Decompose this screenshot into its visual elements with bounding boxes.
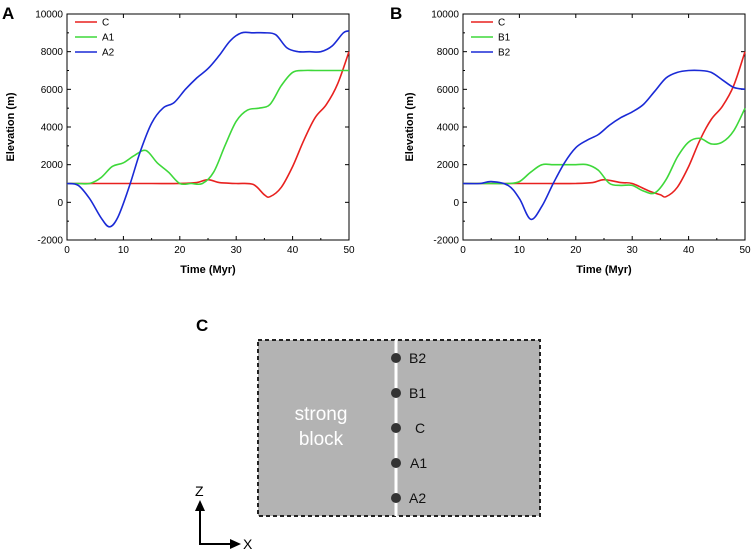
y-tick-label: 4000 [41,123,64,134]
point-a2-label: A2 [409,490,426,506]
series-line-c [67,51,350,198]
x-tick-label: 40 [683,245,695,256]
legend-label-c: C [498,18,505,29]
x-tick-label: 10 [118,245,130,256]
series-line-b2 [462,69,746,221]
y-tick-label: -2000 [433,236,459,247]
legend-label-a1: A1 [102,33,115,44]
strong-block-label-line1: strong [295,404,348,425]
y-tick-label: 2000 [437,160,460,171]
legend-label-b1: B1 [498,33,511,44]
x-tick-label: 30 [231,245,243,256]
z-axis-label: Z [195,483,204,499]
y-tick-label: 0 [453,198,459,209]
point-b2-label: B2 [409,350,426,366]
y-tick-label: 8000 [41,47,64,58]
y-axis-title: Elevation (m) [5,92,17,161]
x-arrow-icon [230,539,241,549]
x-axis-title: Time (Myr) [576,264,632,276]
point-c-label: C [415,420,425,436]
y-tick-label: 6000 [41,85,64,96]
x-tick-label: 10 [514,245,526,256]
point-c-marker [391,423,401,433]
y-axis-title: Elevation (m) [404,92,416,161]
x-axis-title: Time (Myr) [180,264,236,276]
y-tick-label: 0 [57,198,63,209]
y-tick-label: 10000 [35,10,63,21]
x-axis-label: X [243,536,253,552]
point-a2-marker [391,493,401,503]
x-tick-label: 20 [174,245,186,256]
legend-label-b2: B2 [498,48,511,59]
x-tick-label: 20 [570,245,582,256]
legend-label-a2: A2 [102,48,115,59]
point-a1-label: A1 [410,455,427,471]
y-tick-label: 2000 [41,160,64,171]
series-line-b1 [463,107,746,195]
series-line-c [463,51,746,198]
point-b1-marker [391,388,401,398]
legend-label-c: C [102,18,109,29]
diagram-c: C strong block B2 B1 C A1 A2 Z X [195,316,541,552]
y-tick-label: -2000 [37,236,63,247]
y-tick-label: 8000 [437,47,460,58]
point-b2-marker [391,353,401,363]
series-line-a1 [67,69,349,186]
z-arrow-icon [195,500,205,511]
x-tick-label: 0 [460,245,466,256]
panel-label-a: A [2,4,14,23]
x-tick-label: 0 [64,245,70,256]
panel-label-b: B [390,4,402,23]
y-tick-label: 6000 [437,85,460,96]
y-tick-label: 10000 [431,10,459,21]
x-tick-label: 50 [343,245,355,256]
point-b1-label: B1 [409,385,426,401]
y-tick-label: 4000 [437,123,460,134]
x-tick-label: 30 [627,245,639,256]
panel-label-c: C [196,316,208,335]
point-a1-marker [391,458,401,468]
series-line-a2 [66,30,350,228]
x-tick-label: 40 [287,245,299,256]
x-tick-label: 50 [739,245,751,256]
strong-block-label-line2: block [299,429,344,450]
